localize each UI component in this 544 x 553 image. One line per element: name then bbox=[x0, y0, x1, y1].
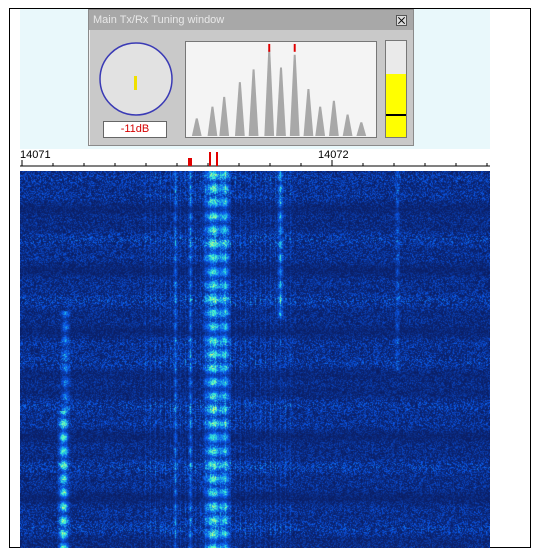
spectrum-tone-marker bbox=[293, 43, 296, 52]
tuning-markers bbox=[188, 152, 218, 166]
spectrum-peak bbox=[356, 122, 367, 137]
frequency-ruler[interactable]: 14071 14072 bbox=[20, 149, 490, 171]
tuning-marker-rx bbox=[188, 158, 192, 166]
spectrum-peak bbox=[234, 82, 245, 137]
spectrum-tone-marker bbox=[268, 43, 271, 52]
spectrum-peak bbox=[248, 69, 259, 137]
level-meter-fill bbox=[386, 73, 406, 137]
spectrum-peak bbox=[342, 114, 353, 137]
db-readout: -11dB bbox=[103, 121, 167, 138]
tuning-window[interactable]: Main Tx/Rx Tuning window -11dB bbox=[88, 9, 414, 146]
spectrum-peak bbox=[264, 49, 275, 137]
phase-scope bbox=[99, 42, 173, 116]
tuning-marker-tx-1 bbox=[209, 152, 211, 166]
tuning-marker-tx-2 bbox=[216, 152, 218, 166]
level-meter bbox=[385, 40, 407, 138]
window-title: Main Tx/Rx Tuning window bbox=[93, 14, 225, 26]
freq-label-14071: 14071 bbox=[20, 149, 51, 161]
waterfall-display[interactable] bbox=[20, 171, 490, 548]
phase-vector bbox=[134, 76, 137, 90]
level-meter-marker bbox=[386, 113, 406, 116]
ruler-ticks bbox=[20, 152, 490, 167]
close-button[interactable] bbox=[396, 15, 407, 26]
spectrum-peak bbox=[315, 106, 326, 137]
freq-label-14072: 14072 bbox=[318, 149, 349, 161]
spectrum-peak bbox=[191, 118, 202, 137]
spectrum-peak bbox=[207, 106, 218, 137]
spectrum-peak bbox=[289, 54, 300, 137]
spectrum-peak bbox=[328, 100, 339, 137]
spectrum-peak bbox=[276, 67, 286, 137]
title-bar[interactable]: Main Tx/Rx Tuning window bbox=[89, 10, 413, 30]
spectrum-peak bbox=[303, 89, 314, 137]
spectrum-peak bbox=[219, 96, 230, 137]
spectrum-display bbox=[185, 41, 377, 138]
